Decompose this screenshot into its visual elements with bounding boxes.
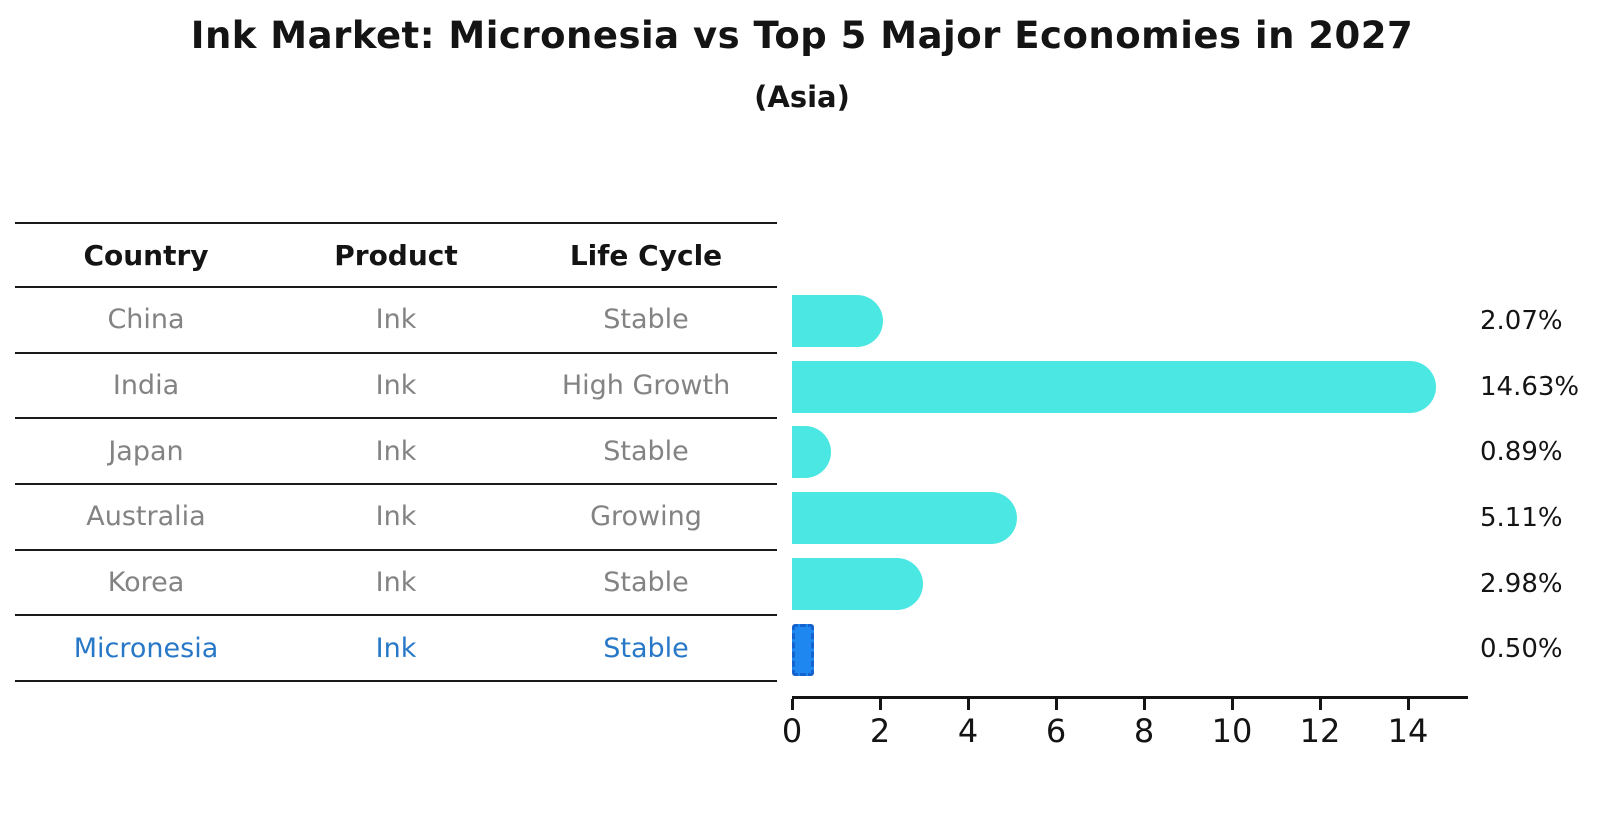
x-axis-tick (1231, 699, 1234, 710)
value-label-india: 14.63% (1480, 371, 1580, 402)
cell-life-cycle: Stable (603, 566, 689, 598)
x-axis-tick (879, 699, 882, 710)
cell-country: Korea (107, 566, 185, 598)
table-row: Japan Ink Stable (15, 419, 777, 485)
value-label-japan: 0.89% (1480, 437, 1563, 468)
cell-country: Australia (86, 501, 206, 533)
country-table: Country Product Life Cycle China Ink Sta… (15, 222, 777, 682)
cell-life-cycle: Growing (590, 501, 702, 533)
value-label-micronesia: 0.50% (1480, 634, 1563, 665)
bar-india (792, 360, 1436, 413)
table-row: Korea Ink Stable (15, 551, 777, 617)
bar-japan (792, 426, 832, 479)
table-header-row: Country Product Life Cycle (15, 222, 777, 288)
cell-country: China (107, 304, 185, 336)
cell-product: Ink (375, 501, 417, 533)
cell-life-cycle: Stable (603, 435, 689, 467)
cell-product: Ink (375, 566, 417, 598)
x-axis-tick-label: 10 (1211, 712, 1253, 750)
x-axis-tick (1055, 699, 1058, 710)
cell-country: Micronesia (73, 632, 219, 664)
bar-australia (792, 492, 1017, 544)
table-row: Australia Ink Growing (15, 485, 777, 551)
x-axis-tick-label: 4 (957, 712, 979, 750)
bar-china (792, 295, 884, 347)
table-row: India Ink High Growth (15, 354, 777, 420)
table-row: China Ink Stable (15, 288, 777, 354)
value-label-korea: 2.98% (1480, 568, 1563, 599)
x-axis-tick (791, 699, 794, 710)
x-axis-tick-label: 12 (1299, 712, 1341, 750)
cell-life-cycle: Stable (603, 632, 689, 664)
column-header-country: Country (83, 238, 209, 272)
cell-product: Ink (375, 369, 417, 401)
column-header-life-cycle: Life Cycle (569, 238, 723, 272)
x-axis-tick-label: 6 (1045, 712, 1067, 750)
cell-life-cycle: High Growth (561, 369, 731, 401)
x-axis-tick-label: 2 (869, 712, 891, 750)
cell-product: Ink (375, 435, 417, 467)
bar-micronesia (792, 624, 814, 677)
bar-korea (792, 557, 924, 610)
chart-title: Ink Market: Micronesia vs Top 5 Major Ec… (190, 14, 1414, 57)
x-axis-line (792, 696, 1468, 699)
cell-country: India (112, 369, 180, 401)
chart-subtitle: (Asia) (754, 80, 850, 114)
x-axis-tick-label: 0 (781, 712, 803, 750)
cell-product: Ink (375, 304, 417, 336)
cell-product: Ink (375, 632, 417, 664)
x-axis-tick-label: 14 (1387, 712, 1429, 750)
value-label-china: 2.07% (1480, 306, 1563, 336)
cell-life-cycle: Stable (603, 304, 689, 336)
table-row: Micronesia Ink Stable (15, 616, 777, 682)
column-header-product: Product (334, 238, 458, 272)
x-axis-tick (1319, 699, 1322, 710)
x-axis-tick (1407, 699, 1410, 710)
x-axis-tick-label: 8 (1133, 712, 1155, 750)
cell-country: Japan (108, 435, 184, 467)
value-label-australia: 5.11% (1480, 503, 1563, 533)
x-axis-tick (1143, 699, 1146, 710)
x-axis-tick (967, 699, 970, 710)
